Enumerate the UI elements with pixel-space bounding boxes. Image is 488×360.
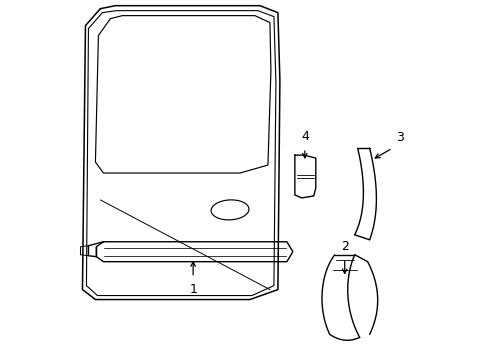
Text: 1: 1 (189, 283, 197, 296)
Text: 2: 2 (340, 240, 348, 253)
Text: 3: 3 (395, 131, 403, 144)
Text: 4: 4 (300, 130, 308, 143)
